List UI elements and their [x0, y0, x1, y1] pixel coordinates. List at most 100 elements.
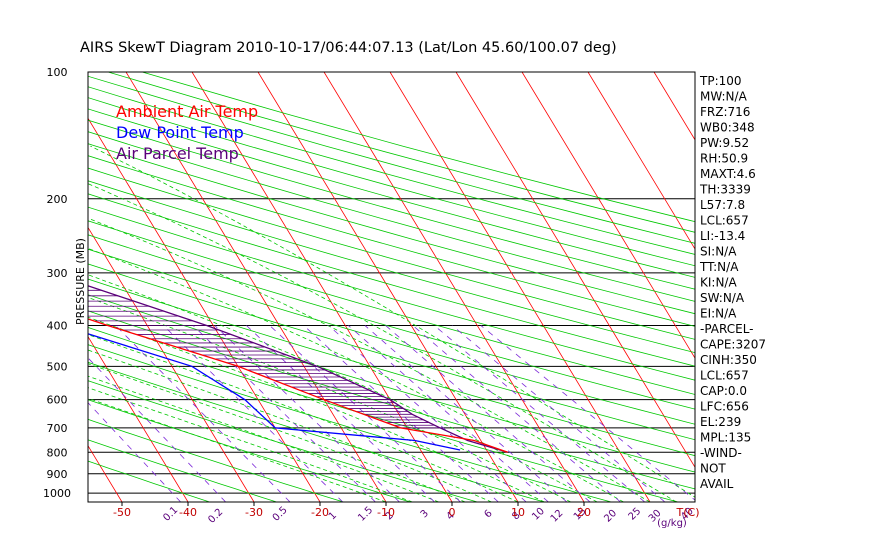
- dry-adiabat-line: [88, 310, 695, 490]
- index-value: MAXT:4.6: [700, 167, 756, 181]
- index-value: LCL:657: [700, 369, 749, 383]
- dry-adiabat-line: [88, 327, 679, 502]
- bottom-temp-tick-label: -10: [377, 506, 395, 519]
- bottom-temp-tick-label: -40: [179, 506, 197, 519]
- index-value: KI:N/A: [700, 276, 737, 290]
- index-value: NOT: [700, 462, 726, 476]
- legend-label: Ambient Air Temp: [116, 102, 258, 121]
- dry-adiabat-line: [88, 119, 695, 290]
- mixing-ratio-tick-label: 12: [549, 508, 566, 525]
- mixing-ratio-tick-label: 6: [482, 508, 494, 520]
- dry-adiabat-line: [88, 418, 344, 502]
- dry-adiabat-line: [88, 193, 695, 367]
- bottom-temp-tick-label: 0: [449, 506, 456, 519]
- mixing-ratio-line: [480, 325, 695, 501]
- dry-adiabat-line: [88, 234, 695, 410]
- moist-adiabat-line: [88, 349, 492, 502]
- pressure-tick-label: 800: [47, 446, 68, 459]
- dry-adiabat-line: [88, 294, 695, 473]
- bottom-temp-tick-label: 20: [577, 506, 591, 519]
- bottom-temp-unit: T(C): [676, 506, 700, 519]
- mixing-ratio-unit: (g/kg): [657, 518, 687, 529]
- mixing-ratio-line: [348, 325, 549, 502]
- moist-adiabat-line: [88, 375, 439, 502]
- index-value: AVAIL: [700, 477, 734, 491]
- pressure-tick-label: 1000: [43, 487, 71, 500]
- dry-adiabat-line: [88, 155, 695, 327]
- bottom-temp-tick-label: -30: [245, 506, 263, 519]
- dry-adiabat-line: [88, 439, 277, 502]
- moist-adiabat-line: [88, 247, 624, 502]
- mixing-ratio-tick-label: 25: [627, 506, 644, 523]
- chart-title: AIRS SkewT Diagram 2010-10-17/06:44:07.1…: [80, 40, 617, 56]
- dry-adiabat-line: [88, 380, 478, 502]
- dry-adiabat-line: [88, 248, 695, 425]
- mixing-ratio-line: [88, 402, 181, 502]
- bottom-temp-tick-label: -20: [311, 506, 329, 519]
- dry-adiabat-line: [88, 180, 695, 354]
- index-value: CINH:350: [700, 353, 757, 367]
- mixing-ratio-line: [364, 325, 568, 502]
- mixing-ratio-line: [303, 325, 499, 502]
- isotherm-line: [88, 335, 189, 502]
- isotherm-line: [0, 72, 56, 502]
- mixing-ratio-tick-label: 0.5: [271, 505, 290, 524]
- isotherm-line: [521, 72, 695, 359]
- index-value: EL:239: [700, 415, 741, 429]
- mixing-ratio-line: [115, 325, 291, 502]
- index-value: -WIND-: [700, 446, 742, 460]
- isotherm-line: [191, 72, 453, 502]
- isotherm-line: [88, 117, 321, 502]
- isotherm-line: [389, 72, 651, 502]
- index-value: CAP:0.0: [700, 384, 747, 398]
- moist-adiabat-line: [88, 316, 545, 502]
- index-value: RH:50.9: [700, 152, 748, 166]
- index-value: LI:-13.4: [700, 229, 745, 243]
- pressure-tick-label: 700: [47, 422, 68, 435]
- mixing-ratio-tick-label: 10: [530, 506, 547, 523]
- moist-adiabat-line: [88, 397, 387, 502]
- mixing-ratio-line: [269, 325, 461, 502]
- mixing-ratio-line: [434, 325, 646, 502]
- dry-adiabat-line: [88, 167, 695, 340]
- index-value: TT:N/A: [699, 260, 739, 274]
- index-value: MW:N/A: [700, 90, 748, 104]
- legend-label: Dew Point Temp: [116, 123, 244, 142]
- dew-point-temp-line: [88, 333, 461, 451]
- dry-adiabat-line: [88, 399, 411, 502]
- dry-adiabat-line: [88, 220, 695, 395]
- index-value: L57:7.8: [700, 198, 745, 212]
- dry-adiabat-line: [88, 131, 695, 302]
- pressure-tick-label: 900: [47, 468, 68, 481]
- pressure-tick-label: 200: [47, 193, 68, 206]
- index-value: TH:3339: [699, 183, 751, 197]
- index-value: -PARCEL-: [700, 322, 754, 336]
- air-parcel-temp-line: [88, 285, 508, 453]
- mixing-ratio-line: [214, 325, 400, 502]
- legend-label: Air Parcel Temp: [116, 144, 239, 163]
- dry-adiabat-line: [88, 278, 695, 457]
- pressure-tick-label: 300: [47, 267, 68, 280]
- mixing-ratio-line: [385, 325, 591, 502]
- pressure-tick-label: 100: [47, 66, 68, 79]
- index-value: EI:N/A: [700, 307, 737, 321]
- mixing-ratio-tick-label: 3: [419, 508, 431, 520]
- index-value: SI:N/A: [700, 245, 737, 259]
- mixing-ratio-tick-label: 0.2: [206, 507, 225, 526]
- ambient-air-temp-line: [88, 318, 508, 453]
- dry-adiabat-line: [88, 361, 545, 502]
- dry-adiabat-line: [88, 206, 695, 381]
- mixing-ratio-line: [412, 325, 621, 502]
- bottom-temp-tick-label: -50: [113, 506, 131, 519]
- dry-adiabat-line: [88, 344, 612, 502]
- bottom-temp-tick-label: 10: [511, 506, 525, 519]
- dry-adiabat-line: [88, 263, 695, 441]
- index-value: LCL:657: [700, 214, 749, 228]
- y-axis-label: PRESSURE (MB): [74, 238, 87, 325]
- index-value: PW:9.52: [700, 136, 749, 150]
- mixing-ratio-line: [88, 357, 226, 502]
- mixing-ratio-line: [328, 325, 527, 502]
- index-value: TP:100: [699, 74, 742, 88]
- isotherm-line: [587, 72, 695, 250]
